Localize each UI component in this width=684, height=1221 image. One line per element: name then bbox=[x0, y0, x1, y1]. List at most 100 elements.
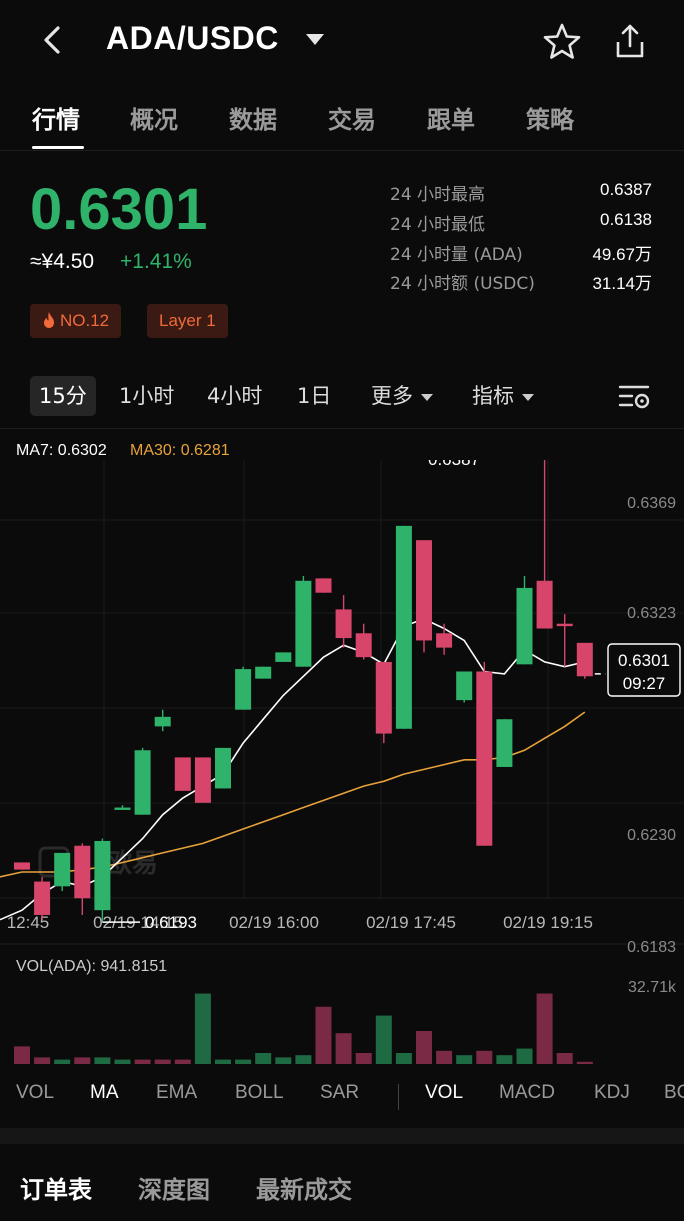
candle bbox=[74, 843, 91, 915]
candle bbox=[416, 540, 432, 653]
candle bbox=[194, 757, 211, 803]
tab-market[interactable]: 行情 bbox=[32, 106, 80, 134]
indicator-sub-bc[interactable]: BC bbox=[664, 1082, 684, 1103]
x-tick-label: 02/19 17:45 bbox=[366, 913, 456, 932]
candle-body bbox=[536, 580, 553, 629]
candle bbox=[34, 876, 51, 920]
candle bbox=[94, 838, 111, 923]
stat-value-low: 0.6138 bbox=[600, 210, 652, 229]
volume-bar bbox=[154, 1059, 171, 1064]
tab-copy-trading[interactable]: 跟单 bbox=[427, 106, 475, 134]
candle bbox=[496, 719, 513, 767]
candle-body bbox=[556, 623, 573, 627]
indicator-menu[interactable]: 指标 bbox=[472, 376, 534, 416]
candle-body bbox=[335, 609, 352, 639]
timeframe-bar: 15分 1小时 4小时 1日 更多 指标 bbox=[0, 376, 684, 420]
candle-body bbox=[14, 862, 30, 870]
volume-bar bbox=[34, 1057, 51, 1064]
volume-bar bbox=[14, 1046, 30, 1064]
tab-data[interactable]: 数据 bbox=[229, 106, 277, 134]
timeframe-1h[interactable]: 1小时 bbox=[119, 384, 175, 408]
volume-bar bbox=[174, 1059, 191, 1064]
volume-bar bbox=[255, 1052, 272, 1064]
ma30-label: MA30: 0.6281 bbox=[130, 442, 230, 459]
x-tick-label: 02/19 19:15 bbox=[503, 913, 593, 932]
indicator-bar: VOL MA EMA BOLL SAR VOL MACD KDJ BC bbox=[0, 1082, 684, 1112]
volume-bar bbox=[516, 1048, 533, 1064]
volume-bar bbox=[556, 1052, 573, 1064]
candle-body bbox=[456, 671, 473, 701]
candle-body bbox=[275, 652, 292, 662]
candle bbox=[516, 576, 533, 665]
candle-body bbox=[94, 840, 111, 911]
stat-value-high: 0.6387 bbox=[600, 180, 652, 199]
timeframe-1d[interactable]: 1日 bbox=[297, 384, 332, 408]
indicator-sub-vol[interactable]: VOL bbox=[425, 1082, 464, 1103]
rank-badge[interactable]: NO.12 bbox=[30, 304, 122, 338]
timeframe-more[interactable]: 更多 bbox=[371, 376, 433, 416]
candle bbox=[375, 661, 392, 744]
indicator-main-sar[interactable]: SAR bbox=[320, 1082, 360, 1103]
volume-bar bbox=[275, 1057, 292, 1064]
volume-bar bbox=[335, 1033, 352, 1064]
volume-bar bbox=[315, 1006, 332, 1064]
candle bbox=[436, 623, 453, 655]
candle-body bbox=[154, 716, 171, 727]
indicator-sub-macd[interactable]: MACD bbox=[499, 1082, 555, 1103]
tab-latest-trades[interactable]: 最新成交 bbox=[256, 1176, 352, 1204]
candle-body bbox=[235, 669, 252, 710]
indicator-main-ema[interactable]: EMA bbox=[156, 1082, 198, 1103]
pair-title[interactable]: ADA/USDC bbox=[106, 20, 279, 56]
category-badge[interactable]: Layer 1 bbox=[147, 304, 228, 338]
candle bbox=[335, 595, 352, 648]
indicator-main-ma[interactable]: MA bbox=[90, 1082, 119, 1103]
volume-bar bbox=[496, 1055, 513, 1064]
y-tick-label: 0.6183 bbox=[627, 939, 676, 956]
candle-body bbox=[134, 750, 151, 815]
volume-bar bbox=[436, 1050, 453, 1064]
indicator-sub-kdj[interactable]: KDJ bbox=[594, 1082, 630, 1103]
back-arrow-icon[interactable] bbox=[36, 20, 70, 60]
timeframe-4h[interactable]: 4小时 bbox=[207, 384, 263, 408]
stat-label-volume: 24 小时量 (ADA) bbox=[390, 245, 523, 265]
last-price: 0.6301 bbox=[30, 177, 208, 242]
tab-trade[interactable]: 交易 bbox=[328, 106, 376, 134]
candle bbox=[134, 747, 151, 815]
y-tick-label: 0.6323 bbox=[627, 605, 676, 622]
indicator-main-vol[interactable]: VOL bbox=[16, 1082, 55, 1103]
candle bbox=[114, 805, 131, 810]
ma7-label: MA7: 0.6302 bbox=[16, 442, 107, 459]
tab-order-book[interactable]: 订单表 bbox=[20, 1176, 92, 1204]
timeframe-15m[interactable]: 15分 bbox=[30, 376, 96, 416]
favorite-star-icon[interactable] bbox=[542, 22, 582, 62]
last-price-tag-value: 0.6301 bbox=[618, 651, 670, 670]
stat-label-turnover: 24 小时额 (USDC) bbox=[390, 274, 535, 294]
candle bbox=[476, 661, 493, 846]
volume-bar bbox=[235, 1059, 252, 1064]
candle bbox=[215, 747, 231, 789]
candle-body bbox=[34, 881, 51, 915]
tab-strategy[interactable]: 策略 bbox=[526, 106, 574, 134]
candle bbox=[255, 666, 272, 679]
candle-body bbox=[476, 671, 493, 846]
volume-bar bbox=[355, 1052, 372, 1064]
candle-body bbox=[416, 540, 432, 641]
x-tick-label: 02/19 16:00 bbox=[229, 913, 319, 932]
candle-body bbox=[436, 633, 453, 648]
y-tick-label: 0.6230 bbox=[627, 827, 676, 844]
tab-depth-chart[interactable]: 深度图 bbox=[138, 1176, 210, 1204]
indicator-main-boll[interactable]: BOLL bbox=[235, 1082, 284, 1103]
candle-body bbox=[54, 852, 71, 887]
share-icon[interactable] bbox=[610, 22, 650, 62]
volume-bar bbox=[375, 1015, 392, 1064]
stat-value-turnover: 31.14万 bbox=[592, 274, 652, 293]
tab-overview[interactable]: 概况 bbox=[130, 106, 178, 134]
candle bbox=[174, 757, 191, 791]
indicator-menu-label: 指标 bbox=[472, 384, 514, 408]
pair-dropdown-icon[interactable] bbox=[306, 34, 324, 45]
volume-bar bbox=[536, 993, 553, 1064]
chart-settings-icon[interactable] bbox=[618, 380, 652, 412]
change-percent: +1.41% bbox=[120, 250, 192, 273]
section-gap bbox=[0, 1128, 684, 1144]
